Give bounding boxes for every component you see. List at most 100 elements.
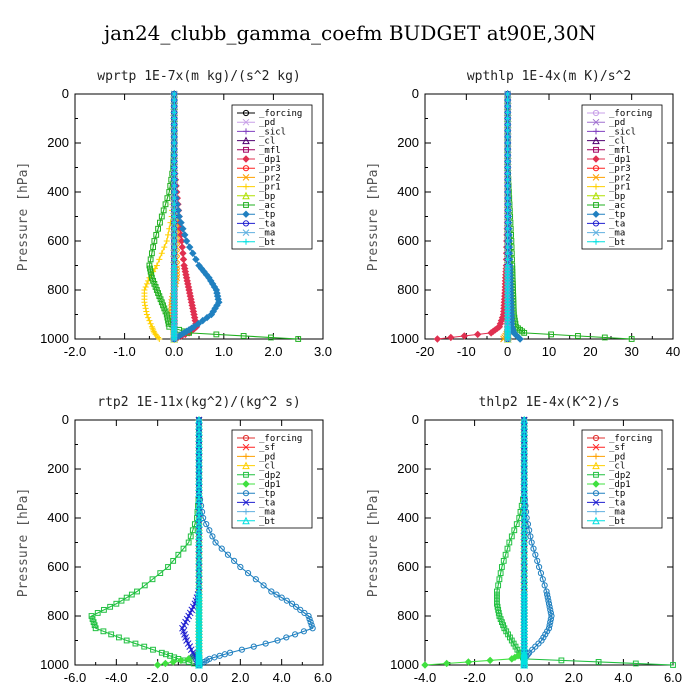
legend-label: _bt xyxy=(609,517,625,527)
y-tick-label: 600 xyxy=(397,233,419,248)
data-point xyxy=(632,660,639,667)
y-tick-label: 600 xyxy=(47,559,69,574)
x-tick-label: 0.0 xyxy=(515,670,533,685)
data-point xyxy=(510,640,517,647)
legend-marker xyxy=(593,471,599,478)
x-tick-label: -10 xyxy=(457,344,476,359)
data-point xyxy=(538,637,545,644)
data-point xyxy=(520,660,529,669)
data-point xyxy=(160,207,167,214)
legend-entry: _cl xyxy=(237,461,275,472)
data-point xyxy=(150,244,157,251)
data-point xyxy=(164,314,171,321)
legend-marker xyxy=(593,508,599,515)
data-point xyxy=(513,521,520,528)
x-tick-label: -2.0 xyxy=(463,670,485,685)
chart-panel-0: wprtp 1E-7x(m kg)/(s^2 kg) Pressure [hPa]… xyxy=(16,69,332,359)
panel-title: wpthlp 1E-4x(m K)/s^2 xyxy=(467,69,631,84)
data-point xyxy=(147,320,154,327)
data-point xyxy=(306,615,313,623)
data-point xyxy=(163,651,169,658)
data-point xyxy=(142,305,149,312)
legend-marker xyxy=(592,229,600,236)
data-point xyxy=(504,115,511,122)
data-point xyxy=(123,594,130,601)
data-point xyxy=(504,336,511,342)
legend-label: _bt xyxy=(259,238,275,248)
legend-marker xyxy=(592,118,600,126)
data-point xyxy=(171,97,178,104)
data-point xyxy=(293,603,300,610)
data-point xyxy=(163,311,170,318)
data-point xyxy=(504,545,511,552)
legend-entry: _mfl xyxy=(587,146,631,156)
data-point xyxy=(224,551,232,558)
legend-marker xyxy=(592,220,600,227)
legend-entry: _ta xyxy=(587,219,625,229)
legend-label: _ta xyxy=(609,498,625,508)
data-point xyxy=(158,250,165,257)
data-point xyxy=(503,628,510,635)
legend-marker xyxy=(242,434,250,442)
series-bt xyxy=(171,91,178,342)
legend-marker xyxy=(593,128,599,135)
legend-label: _pr3 xyxy=(259,164,281,174)
legend-entry: _dp1 xyxy=(587,480,631,490)
legend-marker xyxy=(592,136,600,145)
data-point xyxy=(300,628,307,635)
data-point xyxy=(165,231,171,238)
data-point xyxy=(500,622,507,629)
data-point xyxy=(171,213,178,220)
data-point xyxy=(165,317,171,324)
data-point xyxy=(497,616,504,622)
data-point xyxy=(151,265,158,272)
x-tick-label: -2.0 xyxy=(146,670,168,685)
data-point xyxy=(149,576,156,583)
data-point xyxy=(504,182,511,189)
data-point xyxy=(175,551,182,558)
data-point xyxy=(171,121,178,128)
series-group xyxy=(433,89,635,343)
legend-entry: _sicl xyxy=(237,127,286,137)
legend-marker xyxy=(592,165,600,172)
series-line xyxy=(157,420,200,666)
y-tick-label: 0 xyxy=(62,86,69,101)
data-point xyxy=(307,619,314,626)
legend-entry: _pd xyxy=(237,118,275,128)
data-point xyxy=(203,521,210,528)
data-point xyxy=(504,213,511,220)
x-tick-label: 0.0 xyxy=(190,670,208,685)
data-point xyxy=(288,600,296,607)
legend-entry: _dp1 xyxy=(587,155,631,165)
data-point xyxy=(162,308,169,315)
data-point xyxy=(194,319,203,328)
data-point xyxy=(442,659,451,668)
data-point xyxy=(535,640,542,647)
legend-marker xyxy=(243,183,249,190)
data-point xyxy=(238,646,245,653)
y-tick-label: 400 xyxy=(47,510,69,525)
legend-marker xyxy=(592,155,600,163)
data-point xyxy=(497,570,504,577)
legend-entry: _sicl xyxy=(587,127,636,137)
data-point xyxy=(88,613,95,619)
data-point xyxy=(171,158,178,165)
legend-entry: _dp2 xyxy=(237,471,281,481)
data-point xyxy=(231,557,238,564)
legend-entry: _forcing xyxy=(237,434,302,444)
data-point xyxy=(218,545,225,552)
legend-label: _pd xyxy=(609,118,625,128)
data-point xyxy=(520,656,529,664)
legend-entry: _bt xyxy=(237,516,275,527)
data-point xyxy=(171,201,178,208)
legend-entry: _ta xyxy=(237,219,275,229)
legend-label: _ta xyxy=(259,498,275,508)
legend-marker xyxy=(593,202,599,208)
legend-entry: _pr2 xyxy=(587,173,631,183)
legend-marker xyxy=(242,165,250,172)
legend-marker xyxy=(243,238,249,245)
legend-entry: _bt xyxy=(237,238,275,248)
legend-label: _forcing xyxy=(609,109,652,119)
data-point xyxy=(546,603,553,610)
data-point xyxy=(504,133,511,140)
